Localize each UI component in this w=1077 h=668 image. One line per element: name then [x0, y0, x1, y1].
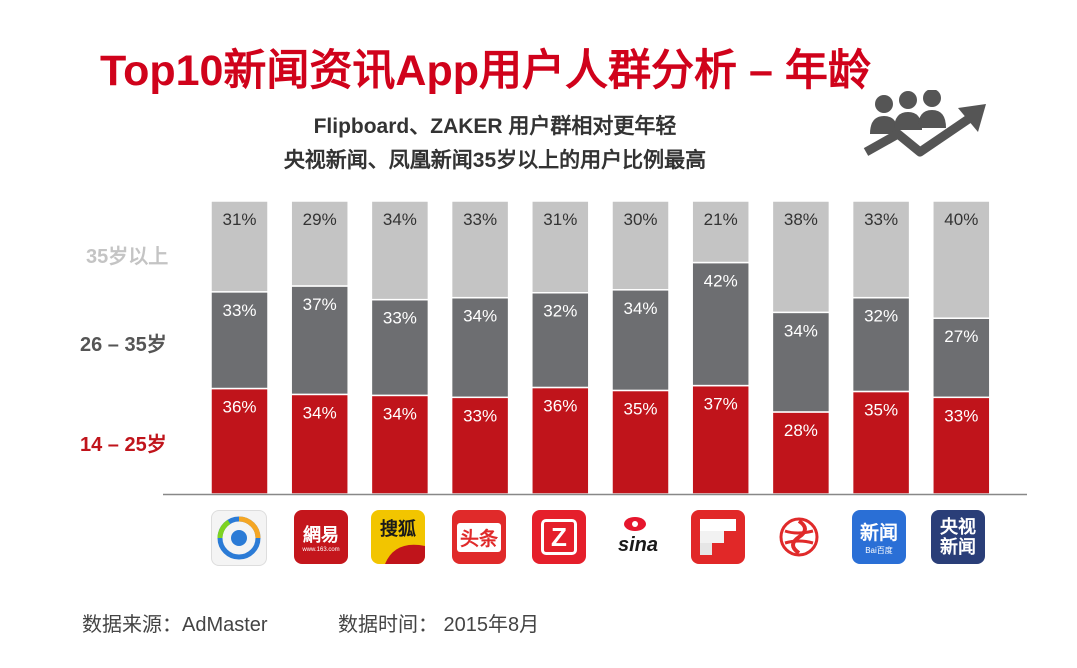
- data-label-age-26-35-0: 33%: [222, 301, 256, 320]
- baidu-sub-label: Bai百度: [865, 546, 893, 555]
- sina-news-icon: sina: [611, 510, 665, 564]
- baidu-label: 新闻: [859, 523, 898, 544]
- bar-age-14-25-0: [210, 387, 269, 495]
- bar-age-14-25-7: [771, 411, 831, 495]
- bar-age-26-35-4: [531, 291, 590, 389]
- toutiao-icon: 头条: [452, 510, 506, 564]
- bar-age-35-plus-0: [210, 200, 269, 293]
- data-label-age-14-25-0: 36%: [222, 398, 256, 417]
- zaker-icon: Z: [532, 510, 586, 564]
- data-source: 数据来源：AdMaster: [82, 614, 268, 636]
- data-label-age-35-plus-6: 21%: [704, 210, 738, 229]
- bar-age-35-plus-1: [290, 200, 349, 287]
- data-label-age-35-plus-4: 31%: [543, 210, 577, 229]
- data-label-age-26-35-7: 34%: [784, 321, 818, 340]
- bar-age-26-35-2: [370, 298, 430, 397]
- bar-age-35-plus-2: [370, 200, 430, 301]
- data-label-age-35-plus-0: 31%: [222, 210, 256, 229]
- data-label-age-26-35-8: 32%: [864, 307, 898, 326]
- data-label-age-26-35-2: 33%: [383, 309, 417, 328]
- bar-age-35-plus-3: [450, 200, 510, 299]
- subtitle-line-1: Flipboard、ZAKER 用户群相对更年轻: [313, 115, 677, 138]
- bar-age-26-35-6: [691, 261, 750, 387]
- sohu-news-icon: 搜狐: [371, 510, 425, 564]
- bar-age-14-25-4: [531, 386, 590, 495]
- cctv-label-1: 央视: [940, 517, 976, 537]
- data-label-age-14-25-9: 33%: [944, 406, 978, 425]
- bar-age-26-35-9: [932, 317, 991, 399]
- netease-sub-label: www.163.com: [302, 547, 340, 553]
- bar-age-35-plus-4: [531, 200, 590, 294]
- data-label-age-14-25-1: 34%: [303, 403, 337, 422]
- legend-35-plus: 35岁以上: [86, 246, 169, 268]
- stacked-bar-chart: 36% 33% 31% 34% 37% 29% 34% 33% 34% 33% 34% 33% 36% 3…: [163, 200, 1027, 496]
- bar-age-14-25-6: [691, 384, 750, 495]
- sina-eye-shape: [624, 517, 646, 531]
- cctv-label-2: 新闻: [940, 537, 976, 557]
- bar-age-26-35-5: [611, 289, 670, 392]
- netease-news-icon: 網易 www.163.com: [294, 510, 348, 564]
- toutiao-label: 头条: [456, 522, 501, 552]
- bar-age-14-25-3: [450, 396, 510, 495]
- legend-14-25: 14 – 25岁: [80, 434, 167, 456]
- data-time: 数据时间： 2015年8月: [338, 614, 540, 636]
- netease-label: 網易: [303, 525, 339, 545]
- bar-age-26-35-3: [450, 296, 510, 399]
- data-label-age-26-35-6: 42%: [704, 272, 738, 291]
- data-label-age-26-35-3: 34%: [463, 307, 497, 326]
- bar-age-35-plus-6: [691, 200, 750, 264]
- zaker-label: Z: [541, 519, 577, 555]
- tencent-news-icon: [211, 510, 267, 566]
- data-label-age-14-25-3: 33%: [463, 406, 497, 425]
- data-label-age-35-plus-8: 33%: [864, 210, 898, 229]
- bar-age-35-plus-9: [932, 200, 991, 319]
- legend-26-35: 26 – 35岁: [80, 334, 167, 356]
- bar-age-35-plus-5: [611, 200, 670, 291]
- data-label-age-26-35-9: 27%: [944, 327, 978, 346]
- data-label-age-14-25-4: 36%: [543, 396, 577, 415]
- subtitle-line-2: 央视新闻、凤凰新闻35岁以上的用户比例最高: [283, 149, 707, 172]
- data-label-age-26-35-5: 34%: [623, 299, 657, 318]
- data-label-age-35-plus-1: 29%: [303, 210, 337, 229]
- data-label-age-35-plus-2: 34%: [383, 210, 417, 229]
- data-label-age-14-25-7: 28%: [784, 421, 818, 440]
- data-label-age-26-35-4: 32%: [543, 302, 577, 321]
- bar-age-14-25-2: [370, 394, 430, 495]
- flipboard-icon: [691, 510, 745, 564]
- data-label-age-14-25-2: 34%: [383, 404, 417, 423]
- baidu-news-icon: 新闻 Bai百度: [852, 510, 906, 564]
- bar-age-26-35-8: [851, 296, 911, 393]
- data-label-age-26-35-1: 37%: [303, 295, 337, 314]
- data-label-age-35-plus-3: 33%: [463, 210, 497, 229]
- data-label-age-35-plus-5: 30%: [623, 210, 657, 229]
- data-label-age-14-25-8: 35%: [864, 400, 898, 419]
- bar-age-35-plus-7: [771, 200, 831, 314]
- ifeng-news-icon: [772, 510, 826, 564]
- bar-age-26-35-0: [210, 291, 269, 390]
- data-label-age-35-plus-9: 40%: [944, 210, 978, 229]
- bar-age-14-25-9: [932, 396, 991, 495]
- user-growth-icon: [863, 90, 986, 157]
- sina-label: sina: [617, 533, 659, 556]
- bar-age-26-35-7: [771, 311, 831, 413]
- bar-age-35-plus-8: [851, 200, 911, 299]
- data-label-age-14-25-6: 37%: [704, 395, 738, 414]
- sohu-label: 搜狐: [380, 519, 416, 539]
- data-label-age-35-plus-7: 38%: [784, 210, 818, 229]
- cctv-news-icon: 央视 新闻: [931, 510, 985, 564]
- sohu-fox-shape: [385, 544, 425, 564]
- bar-age-14-25-5: [611, 389, 670, 495]
- page-title: Top10新闻资讯App用户人群分析 – 年龄: [100, 47, 871, 95]
- data-label-age-14-25-5: 35%: [623, 399, 657, 418]
